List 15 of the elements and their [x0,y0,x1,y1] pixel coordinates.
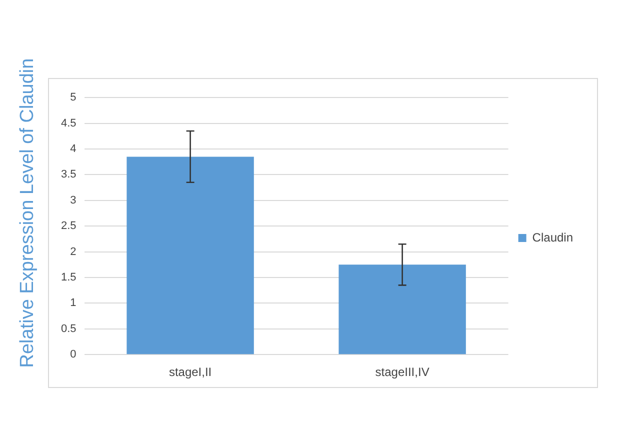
y-axis-title: Relative Expression Level of Claudin [17,58,39,368]
legend-label: Claudin [532,230,574,244]
y-tick-label: 0.5 [60,322,76,335]
y-tick-label: 1.5 [60,272,76,284]
y-tick-label: 1 [70,297,76,310]
x-tick-label: stageIII,IV [375,365,430,380]
y-tick-label: 5 [70,92,76,104]
y-tick-label: 3.5 [60,168,76,181]
y-tick-label: 0 [70,348,76,361]
x-tick-label: stageI,II [168,365,212,380]
y-tick-label: 4 [70,143,76,156]
y-tick-label: 3 [70,194,76,206]
y-tick-label: 2 [70,246,76,258]
y-tick-label: 2.5 [60,220,76,232]
y-tick-label: 4.5 [60,117,76,130]
